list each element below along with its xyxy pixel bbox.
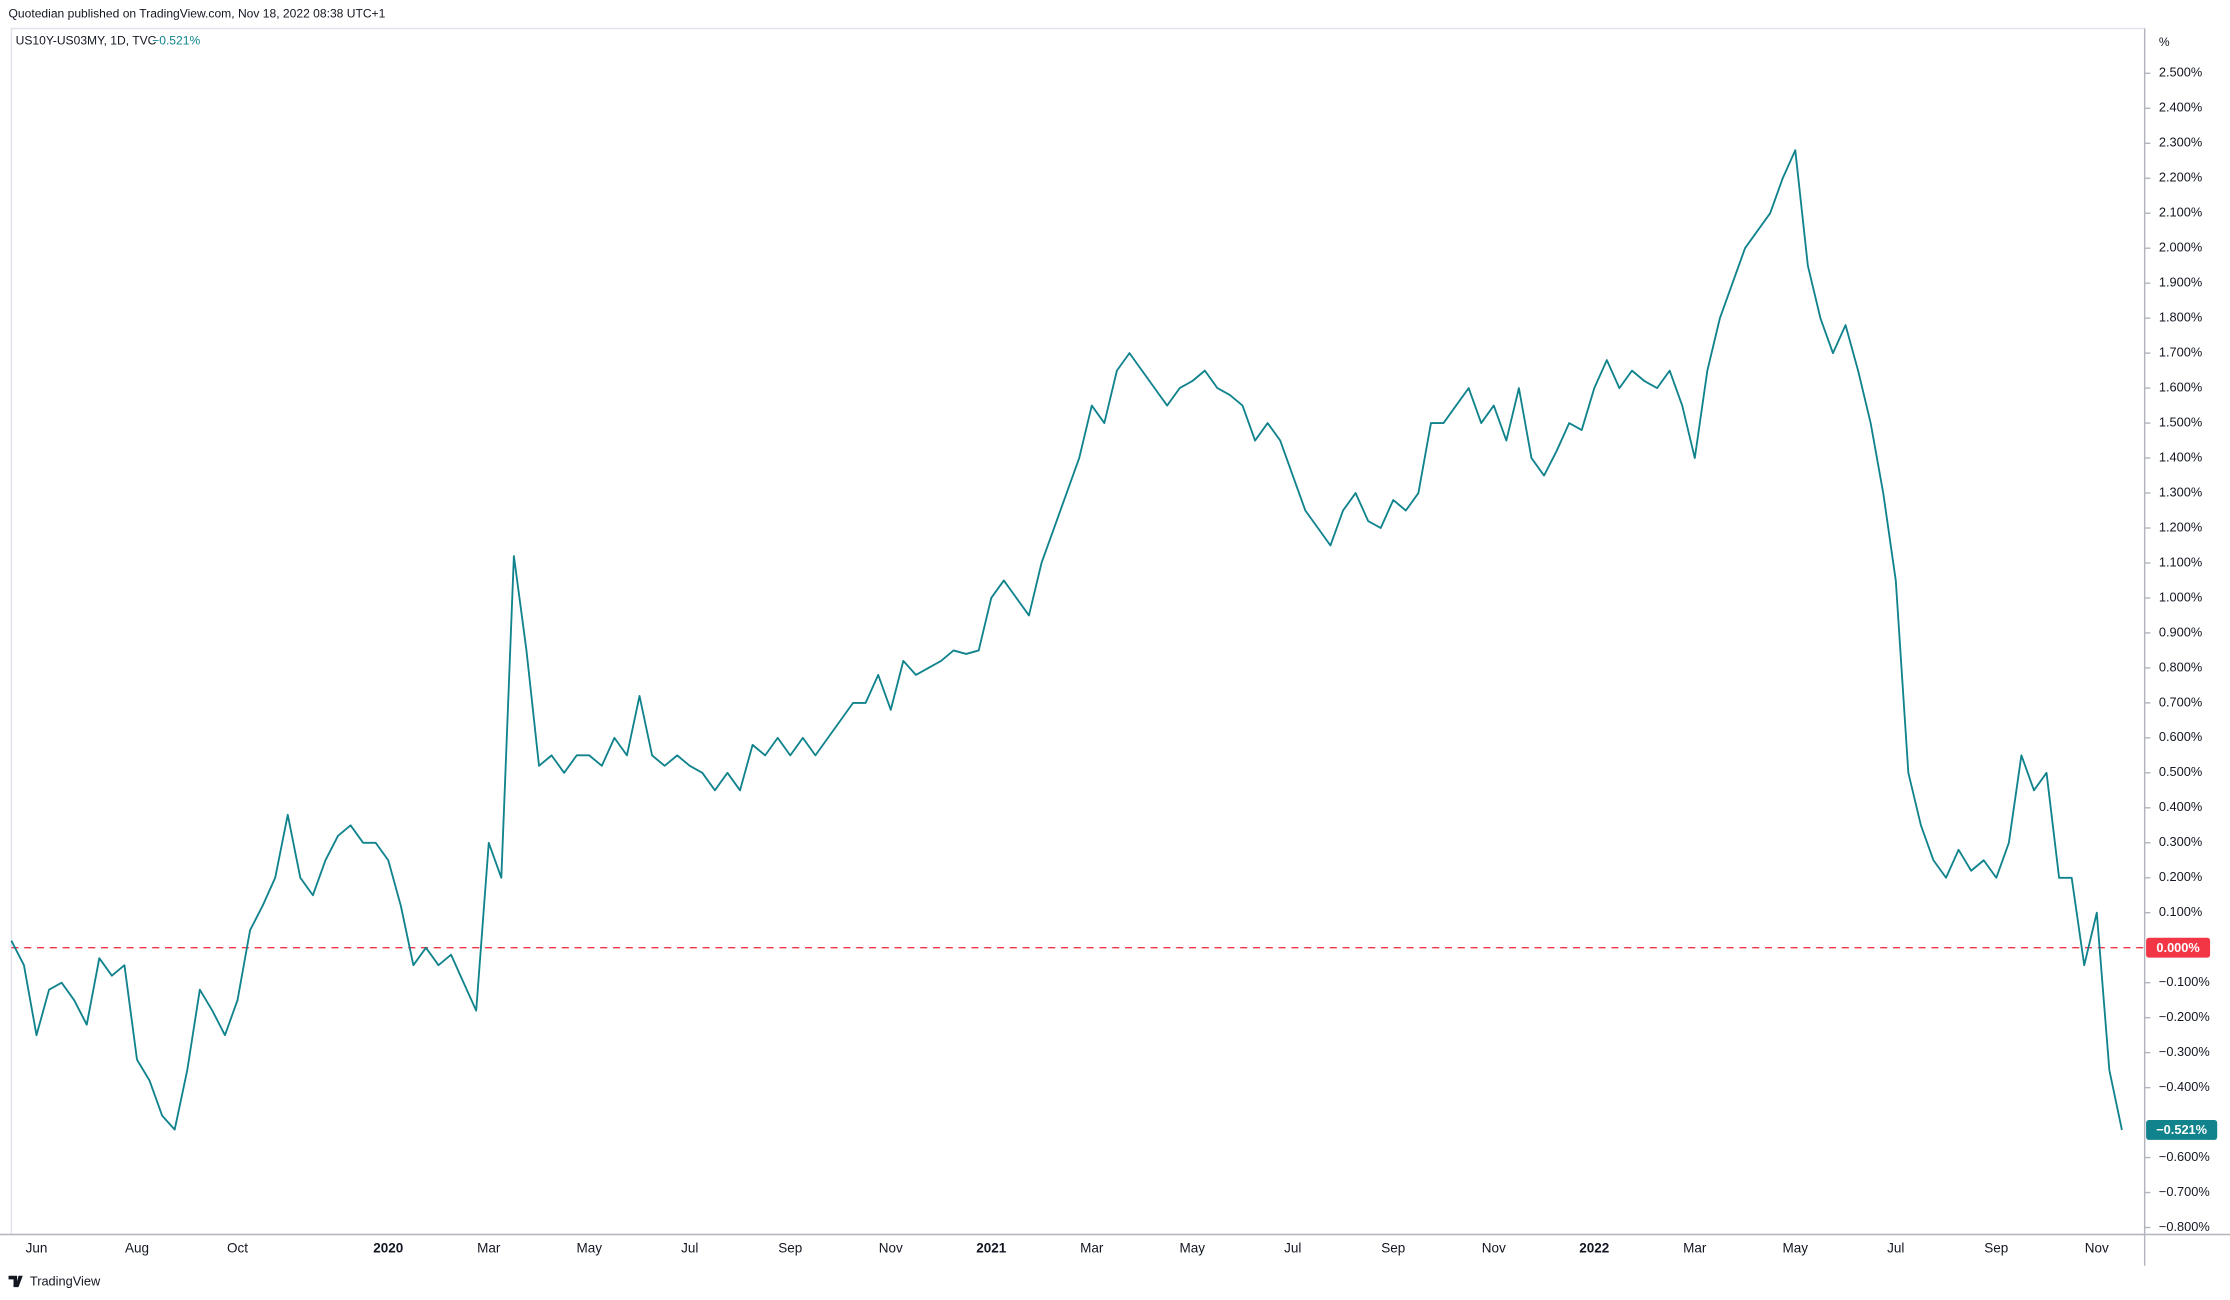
x-tick-label: Jun [26, 1240, 48, 1255]
y-tick-label: −0.200% [2159, 1009, 2210, 1024]
y-tick-label: 0.900% [2159, 624, 2202, 639]
logo: TradingView [8, 1274, 101, 1289]
y-tick-label: 2.000% [2159, 240, 2202, 255]
x-tick-label: May [1783, 1240, 1809, 1255]
x-tick-label: Sep [778, 1240, 802, 1255]
zero-tag-label: 0.000% [2156, 940, 2200, 955]
y-tick-label: 0.400% [2159, 799, 2202, 814]
y-tick-label: 0.600% [2159, 729, 2202, 744]
y-tick-label: 2.400% [2159, 100, 2202, 115]
x-tick-label: Mar [477, 1240, 501, 1255]
y-tick-label: 1.100% [2159, 554, 2202, 569]
last-value-tag [2146, 1119, 2218, 1140]
x-tick-label: Mar [1080, 1240, 1104, 1255]
y-tick-label: 2.100% [2159, 205, 2202, 220]
published-note: Quotedian published on TradingView.com, … [9, 6, 386, 20]
y-tick-label: −0.400% [2159, 1079, 2210, 1094]
y-tick-label: 0.200% [2159, 869, 2202, 884]
y-tick-label: 0.500% [2159, 764, 2202, 779]
y-tick-label: 1.200% [2159, 519, 2202, 534]
x-tick-label: Nov [1482, 1240, 1506, 1255]
x-tick-label: May [577, 1240, 603, 1255]
y-tick-label: 1.800% [2159, 310, 2202, 325]
x-tick-label: 2021 [976, 1240, 1007, 1255]
y-tick-label: 1.300% [2159, 484, 2202, 499]
y-tick-label: 2.200% [2159, 170, 2202, 185]
x-tick-label: Sep [1381, 1240, 1405, 1255]
y-tick-label: 1.500% [2159, 414, 2202, 429]
y-tick-label: 1.700% [2159, 345, 2202, 360]
last-value-label: −0.521% [2156, 1122, 2207, 1137]
x-tick-label: May [1180, 1240, 1206, 1255]
x-tick-label: Jul [1887, 1240, 1904, 1255]
y-tick-label: −0.600% [2159, 1149, 2210, 1164]
y-tick-label: −0.100% [2159, 974, 2210, 989]
price-line [10, 149, 2123, 1131]
y-tick-label: −0.300% [2159, 1044, 2210, 1059]
y-tick-label: 2.300% [2159, 135, 2202, 150]
y-tick-label: 0.100% [2159, 904, 2202, 919]
y-tick-label: 0.700% [2159, 694, 2202, 709]
y-tick-label: 0.800% [2159, 659, 2202, 674]
symbol: US10Y-US03MY, 1D, TVC [16, 33, 157, 47]
change: −0.521% [152, 33, 200, 47]
y-tick-label: −0.700% [2159, 1184, 2210, 1199]
y-tick-label: −0.800% [2159, 1219, 2210, 1234]
y-tick-label: 0.300% [2159, 834, 2202, 849]
x-tick-label: Oct [227, 1240, 248, 1255]
plot-frame [10, 27, 2146, 1236]
x-tick-label: Jul [681, 1240, 698, 1255]
y-tick-label: 1.400% [2159, 449, 2202, 464]
x-tick-label: 2022 [1579, 1240, 1609, 1255]
x-tick-label: 2020 [373, 1240, 403, 1255]
brand: TradingView [30, 1274, 101, 1289]
x-tick-label: Nov [879, 1240, 903, 1255]
x-tick-label: Jul [1284, 1240, 1301, 1255]
unit-label: % [2159, 35, 2170, 49]
y-tick-label: 1.900% [2159, 275, 2202, 290]
x-tick-label: Sep [1984, 1240, 2008, 1255]
y-tick-label: 2.500% [2159, 65, 2202, 80]
y-tick-label: 1.600% [2159, 379, 2202, 394]
x-tick-label: Nov [2085, 1240, 2109, 1255]
x-tick-label: Mar [1683, 1240, 1707, 1255]
logo-icon [8, 1275, 23, 1288]
y-tick-label: 1.000% [2159, 589, 2202, 604]
zero-tag [2146, 937, 2211, 958]
x-tick-label: Aug [125, 1240, 149, 1255]
